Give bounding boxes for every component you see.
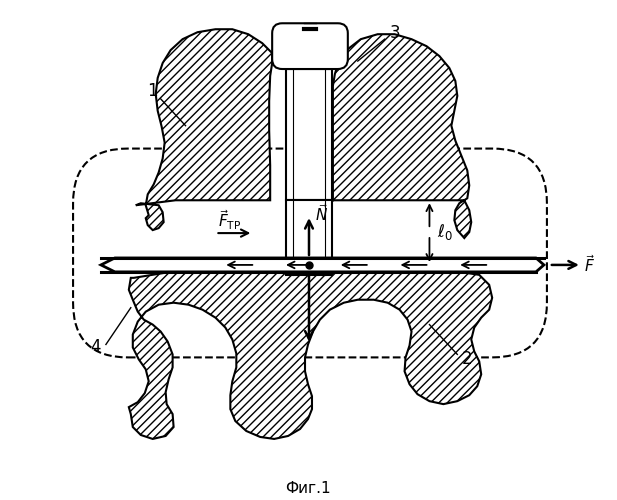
Text: 3: 3 — [389, 24, 400, 42]
Text: 2: 2 — [462, 350, 473, 368]
Text: 1: 1 — [147, 82, 158, 100]
Text: $\vec{F}_{\mathrm{TP}}$: $\vec{F}_{\mathrm{TP}}$ — [218, 208, 242, 232]
Text: $\ell_0$: $\ell_0$ — [437, 222, 453, 242]
Text: Фиг.1: Фиг.1 — [285, 481, 331, 496]
Text: 4: 4 — [91, 338, 101, 356]
Polygon shape — [136, 29, 272, 230]
Text: $\vec{F}$: $\vec{F}$ — [584, 254, 595, 276]
FancyBboxPatch shape — [272, 24, 348, 69]
Bar — [286, 69, 332, 200]
Polygon shape — [332, 34, 471, 238]
Polygon shape — [101, 258, 544, 272]
Bar — [286, 200, 332, 275]
Text: $\vec{N}$: $\vec{N}$ — [315, 202, 328, 224]
Polygon shape — [129, 270, 492, 439]
